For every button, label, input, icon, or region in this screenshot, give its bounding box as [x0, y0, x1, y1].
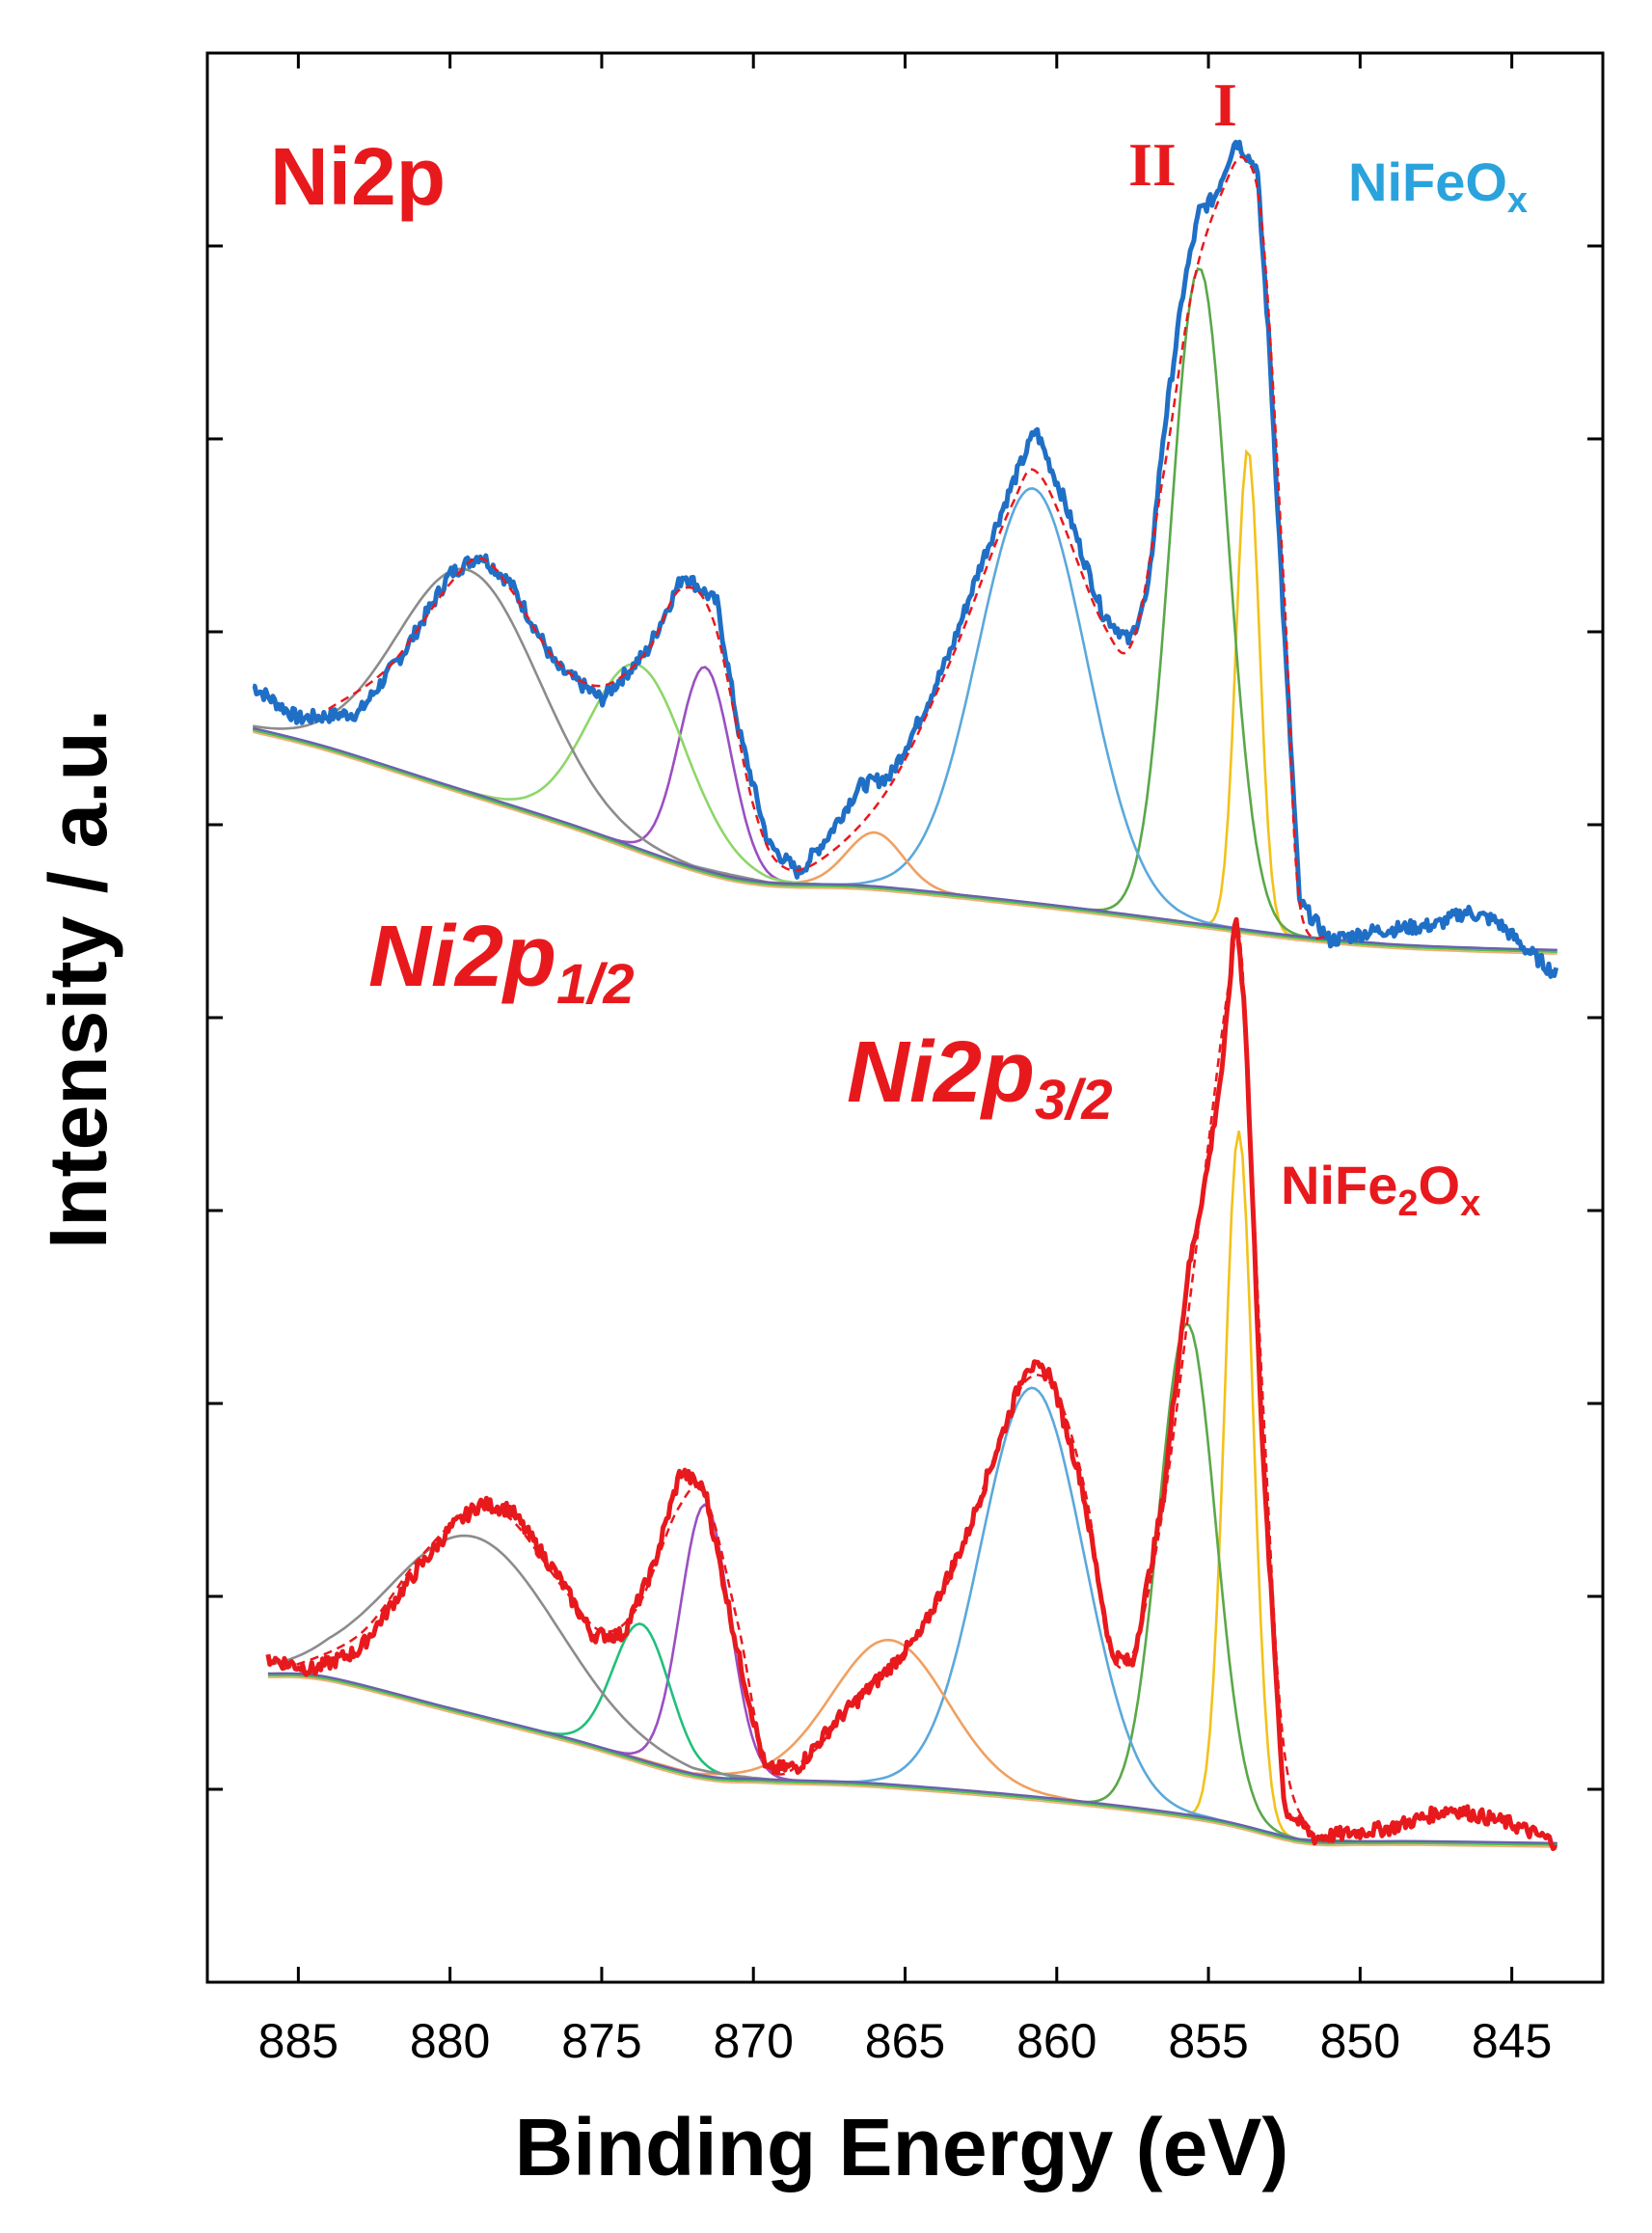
- baseline-orange-NiFeOx: [252, 731, 1557, 955]
- raw-spectrum-NiFeOx: [252, 139, 1559, 979]
- plot-area: 885 880 875 870 865 860 855 850 845: [205, 51, 1605, 2068]
- x-tick-label-850: 850: [1320, 2014, 1400, 2068]
- ni2p32-label: Ni2p3/2: [847, 1024, 1113, 1131]
- ni2p12-label: Ni2p1/2: [368, 909, 635, 1016]
- x-tick-label-845: 845: [1472, 2014, 1552, 2068]
- ni2p12-main: Ni2p: [368, 909, 556, 1005]
- baseline-green-NiFe2Ox: [267, 1674, 1557, 1846]
- peak-I-label: I: [1213, 70, 1237, 139]
- chart-title-ni2p: Ni2p: [270, 131, 446, 222]
- sample-label-nife2ox-mid: O: [1419, 1155, 1461, 1215]
- baseline-NiFeOx: [252, 726, 1557, 952]
- component-NiFe2Ox-0: [1122, 1130, 1352, 1842]
- sample-label-nife2ox: NiFe2Ox: [1281, 1155, 1480, 1224]
- component-NiFeOx-0: [1144, 449, 1349, 942]
- component-NiFeOx-6: [252, 567, 865, 887]
- baseline-NiFe2Ox: [267, 1672, 1557, 1845]
- ni2p32-main: Ni2p: [847, 1024, 1035, 1121]
- sample-label-nifeox: NiFeOx: [1348, 151, 1528, 221]
- x-tick-label-860: 860: [1016, 2014, 1097, 2068]
- sample-label-nife2ox-sub1: 2: [1397, 1184, 1418, 1224]
- sample-label-nife2ox-sub2: x: [1460, 1184, 1480, 1224]
- sample-label-nifeox-sub: x: [1507, 180, 1528, 221]
- component-NiFeOx-5: [347, 663, 928, 893]
- ni2p32-sub: 3/2: [1035, 1069, 1113, 1131]
- baseline-orange-NiFe2Ox: [267, 1676, 1557, 1848]
- x-tick-label-880: 880: [410, 2014, 490, 2068]
- fit-envelope-NiFeOx: [328, 155, 1331, 940]
- component-NiFeOx-1: [1012, 266, 1384, 945]
- y-axis-title: Intensity / a.u.: [33, 709, 123, 1249]
- x-tick-label-885: 885: [258, 2014, 339, 2068]
- fit-envelope-NiFe2Ox: [283, 925, 1316, 1837]
- component-NiFeOx-4: [529, 666, 877, 888]
- component-NiFe2Ox-2: [729, 1386, 1334, 1842]
- x-axis-title: Binding Energy (eV): [515, 2102, 1289, 2192]
- sample-label-nifeox-main: NiFeO: [1348, 151, 1507, 212]
- sample-label-nife2ox-main: NiFe: [1281, 1155, 1397, 1215]
- x-tick-label-855: 855: [1168, 2014, 1248, 2068]
- x-tick-label-870: 870: [713, 2014, 793, 2068]
- component-NiFeOx-2: [716, 487, 1347, 942]
- x-tick-label-875: 875: [561, 2014, 641, 2068]
- ni2p12-sub: 1/2: [556, 953, 635, 1016]
- baseline-green-NiFeOx: [252, 729, 1557, 953]
- plot-frame: [205, 51, 1605, 1984]
- peak-II-label: II: [1128, 130, 1177, 199]
- x-tick-label-865: 865: [865, 2014, 945, 2068]
- component-NiFeOx-3: [687, 831, 1060, 908]
